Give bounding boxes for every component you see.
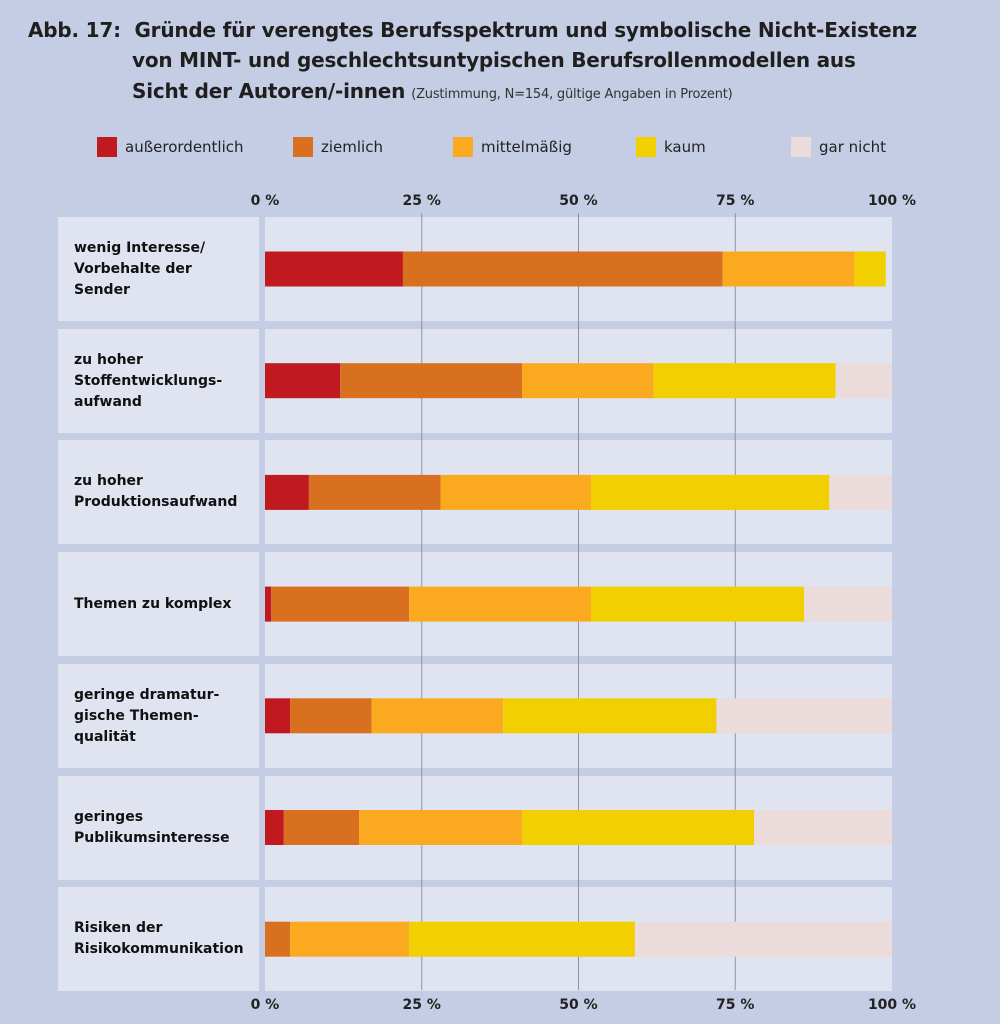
legend-swatch (97, 137, 117, 157)
x-tick-label: 75 % (716, 997, 755, 1013)
legend-swatch (636, 137, 656, 157)
bar-segment (340, 363, 523, 399)
bar-segment (290, 698, 372, 734)
x-tick-label: 50 % (559, 997, 598, 1013)
bar-segment (271, 586, 410, 622)
x-tick-label: 25 % (402, 997, 441, 1013)
legend-item: gar nicht (791, 136, 886, 158)
category-label-box: geringe dramatur- gische Themen- qualitä… (58, 664, 259, 768)
bar-segment (409, 586, 592, 622)
bar-segment (265, 474, 309, 510)
bar-segment (591, 586, 805, 622)
legend-item: außerordentlich (97, 136, 244, 158)
bar-segment (653, 363, 836, 399)
bar-segment (503, 698, 717, 734)
bar-segment (854, 251, 886, 287)
legend-label: gar nicht (819, 138, 886, 156)
category-label: wenig Interesse/ Vorbehalte der Sender (74, 239, 206, 298)
bar-segment (522, 363, 654, 399)
bar-segment (265, 586, 272, 622)
bar-segment (290, 921, 410, 957)
bar-segment (265, 251, 403, 287)
bar-segment (716, 698, 892, 734)
category-label: Themen zu komplex (74, 595, 232, 612)
x-tick-label: 100 % (867, 193, 917, 209)
bar-segment (829, 474, 892, 510)
x-tick-label: 100 % (867, 997, 917, 1013)
bar-segment (402, 251, 723, 287)
legend-label: kaum (664, 138, 706, 156)
legend-item: mittelmäßig (453, 136, 572, 158)
category-label-box: wenig Interesse/ Vorbehalte der Sender (58, 217, 259, 321)
bar-segment (440, 474, 592, 510)
title-text-3: Sicht der Autoren/-innen (132, 79, 406, 103)
x-tick-label: 0 % (250, 193, 280, 209)
chart-subtitle: (Zustimmung, N=154, gültige Angaben in P… (411, 87, 733, 102)
bar-segment (409, 921, 635, 957)
legend-item: ziemlich (293, 136, 383, 158)
bar-segment (634, 921, 892, 957)
bar-segment (359, 810, 523, 845)
category-label-box: zu hoher Stoffentwicklungs- aufwand (58, 329, 259, 433)
chart-title-line-3: Sicht der Autoren/-innen (Zustimmung, N=1… (132, 79, 733, 103)
bar-segment (522, 810, 755, 845)
x-tick-label: 50 % (559, 193, 598, 209)
bar-segment (265, 363, 341, 399)
bar-segment (591, 474, 830, 510)
category-label: geringes Publikumsinteresse (74, 809, 230, 846)
bar-segment (835, 363, 892, 399)
bar-segment (722, 251, 855, 287)
legend-item: kaum (636, 136, 706, 158)
x-tick-label: 75 % (716, 193, 755, 209)
x-tick-label: 0 % (250, 997, 280, 1013)
bar-segment (754, 810, 892, 845)
title-text-1: Gründe für verengtes Berufsspektrum und … (134, 18, 917, 42)
bar-segment (308, 474, 441, 510)
legend-swatch (453, 137, 473, 157)
figure-number: Abb. 17: (28, 18, 121, 42)
category-label: zu hoher Stoffentwicklungs- aufwand (74, 351, 223, 410)
chart-title-line-2: von MINT- und geschlechtsuntypischen Ber… (132, 48, 856, 72)
legend-swatch (791, 137, 811, 157)
legend-swatch (293, 137, 313, 157)
legend-label: außerordentlich (125, 138, 244, 156)
bar-segment (265, 698, 291, 734)
legend-label: mittelmäßig (481, 138, 572, 156)
category-label-box: zu hoher Produktionsaufwand (58, 440, 259, 544)
chart-title-line-1: Abb. 17: Gründe für verengtes Berufsspek… (28, 18, 917, 42)
category-label-box: Risiken der Risikokommunikation (58, 887, 259, 991)
bar-segment (371, 698, 504, 734)
category-label: geringe dramatur- gische Themen- qualitä… (74, 686, 220, 745)
legend-label: ziemlich (321, 138, 383, 156)
category-label: zu hoher Produktionsaufwand (74, 473, 238, 510)
category-label-box: Themen zu komplex (58, 552, 259, 656)
x-tick-label: 25 % (402, 193, 441, 209)
bar-segment (265, 810, 284, 845)
category-label: Risiken der Risikokommunikation (74, 920, 244, 957)
bar-segment (804, 586, 892, 622)
bar-segment (265, 921, 291, 957)
bar-segment (283, 810, 360, 845)
category-label-box: geringes Publikumsinteresse (58, 776, 259, 880)
